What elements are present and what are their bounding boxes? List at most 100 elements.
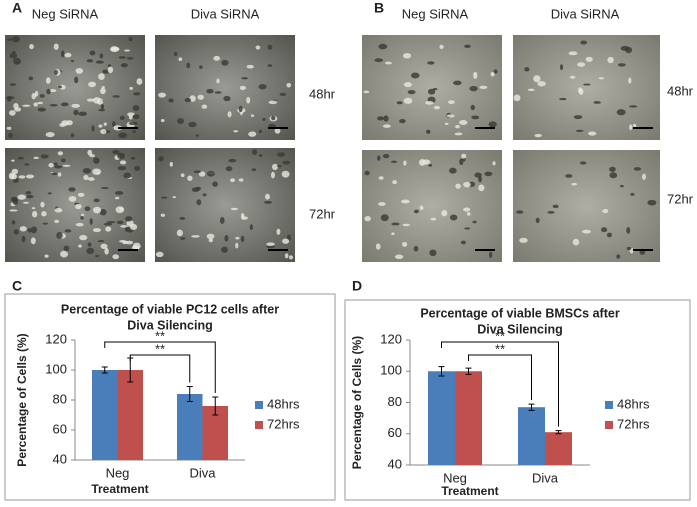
y-tick-label: 40 — [53, 451, 67, 466]
cell — [629, 105, 638, 108]
cell — [9, 110, 16, 116]
cell — [44, 254, 49, 258]
cell — [629, 124, 633, 131]
cell — [474, 172, 482, 178]
row-label: 48hr — [667, 83, 694, 98]
chart-title: Percentage of viable BMSCs after — [420, 306, 620, 320]
cell — [378, 202, 386, 206]
cell — [5, 96, 15, 100]
cell — [98, 73, 105, 81]
cell — [249, 224, 253, 231]
cell — [286, 82, 292, 88]
cell — [26, 194, 34, 199]
cell — [271, 163, 278, 171]
cell — [188, 121, 197, 128]
cell — [455, 124, 460, 129]
cell — [118, 56, 126, 59]
y-tick-label: 60 — [388, 425, 402, 440]
x-tick-label: Neg — [443, 470, 467, 485]
cell — [89, 218, 93, 225]
chart-title: Diva Silencing — [477, 322, 562, 336]
cell — [54, 165, 63, 169]
row-label: 48hr — [309, 86, 336, 101]
cell — [123, 172, 131, 179]
cell — [609, 172, 618, 179]
y-axis-label: Percentage of Cells (%) — [350, 336, 364, 469]
cell — [454, 132, 463, 136]
cell — [206, 170, 215, 177]
cell — [180, 173, 185, 178]
micrograph — [362, 35, 502, 140]
cell — [478, 176, 482, 183]
cell — [401, 199, 410, 204]
cell — [107, 64, 112, 68]
cell — [391, 222, 400, 226]
cell — [252, 149, 258, 156]
cell — [246, 96, 251, 104]
cell — [382, 153, 390, 159]
cell — [177, 117, 184, 125]
cell — [86, 98, 95, 102]
cell — [134, 165, 141, 171]
column-label: Diva SiRNA — [191, 6, 260, 21]
cell — [478, 184, 485, 192]
cell — [565, 174, 573, 178]
cell — [268, 100, 278, 105]
cell — [129, 86, 134, 90]
cell — [60, 102, 69, 107]
cell — [112, 254, 119, 260]
cell — [53, 69, 58, 76]
cell — [598, 77, 605, 80]
cell — [267, 44, 273, 50]
cell — [513, 94, 521, 102]
cell — [107, 66, 114, 74]
cell — [30, 237, 36, 245]
cell — [49, 88, 57, 93]
legend-swatch — [255, 421, 263, 429]
cell — [470, 104, 475, 111]
cell — [575, 129, 584, 132]
cell — [402, 52, 412, 59]
cell — [81, 213, 85, 217]
cell — [212, 181, 218, 187]
cell — [100, 104, 105, 110]
cell — [187, 175, 193, 181]
cell — [364, 216, 371, 222]
cell — [100, 243, 108, 250]
cell — [227, 111, 232, 118]
cell — [588, 131, 597, 136]
cell — [274, 127, 281, 134]
cell — [24, 163, 30, 166]
cell — [84, 206, 91, 212]
cell — [271, 115, 276, 121]
cell — [126, 57, 134, 60]
cell — [428, 163, 433, 167]
cell — [580, 40, 587, 45]
cell — [189, 95, 196, 102]
cell — [60, 250, 69, 258]
cell — [117, 166, 127, 171]
cell — [484, 171, 493, 177]
cell — [568, 51, 578, 56]
cell — [230, 178, 236, 183]
cell — [378, 176, 384, 180]
cell — [12, 50, 16, 54]
cell — [49, 103, 58, 107]
cell — [29, 43, 34, 50]
cell — [552, 204, 559, 209]
cell — [571, 182, 577, 186]
cell — [464, 227, 471, 230]
cell — [77, 192, 85, 197]
cell — [87, 149, 93, 156]
cell — [28, 76, 34, 81]
cell — [266, 242, 275, 247]
chart-frame — [344, 299, 691, 501]
cell — [382, 124, 391, 128]
cell — [120, 63, 128, 68]
cell — [600, 227, 608, 233]
micrograph — [513, 150, 660, 262]
row-label: 72hr — [667, 191, 694, 206]
cell — [593, 101, 601, 104]
cell — [647, 199, 657, 206]
y-tick-label: 100 — [45, 361, 67, 376]
